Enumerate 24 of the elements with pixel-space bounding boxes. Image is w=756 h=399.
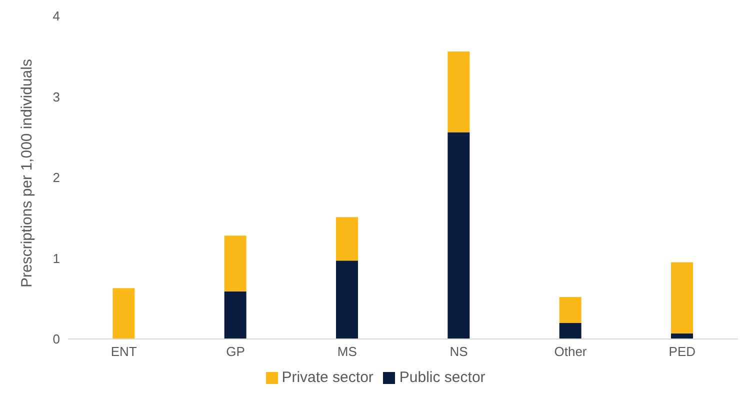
bar xyxy=(336,217,358,261)
y-axis-title: Prescriptions per 1,000 individuals xyxy=(18,59,36,288)
y-tick-label: 1 xyxy=(52,250,60,266)
x-tick-label: Other xyxy=(554,344,588,360)
bar xyxy=(559,297,582,323)
x-tick-label: PED xyxy=(668,344,696,360)
y-tick-label: 3 xyxy=(52,89,60,104)
bar xyxy=(448,132,470,339)
y-tick-label: 2 xyxy=(52,170,60,186)
bar xyxy=(112,288,135,339)
bar xyxy=(224,291,246,339)
bar xyxy=(559,322,582,339)
x-tick-label: ENT xyxy=(110,344,137,360)
bar xyxy=(671,262,693,334)
x-tick-label: GP xyxy=(226,344,245,360)
bar xyxy=(448,52,470,132)
y-tick-label: 4 xyxy=(52,8,60,24)
x-tick-label: NS xyxy=(450,344,468,360)
x-tick-label: MS xyxy=(337,344,358,360)
legend-label: Public sector xyxy=(399,369,486,386)
bar xyxy=(336,260,358,339)
legend-label: Private sector xyxy=(282,369,374,386)
y-tick-label: 0 xyxy=(52,332,60,347)
bar xyxy=(224,236,246,292)
